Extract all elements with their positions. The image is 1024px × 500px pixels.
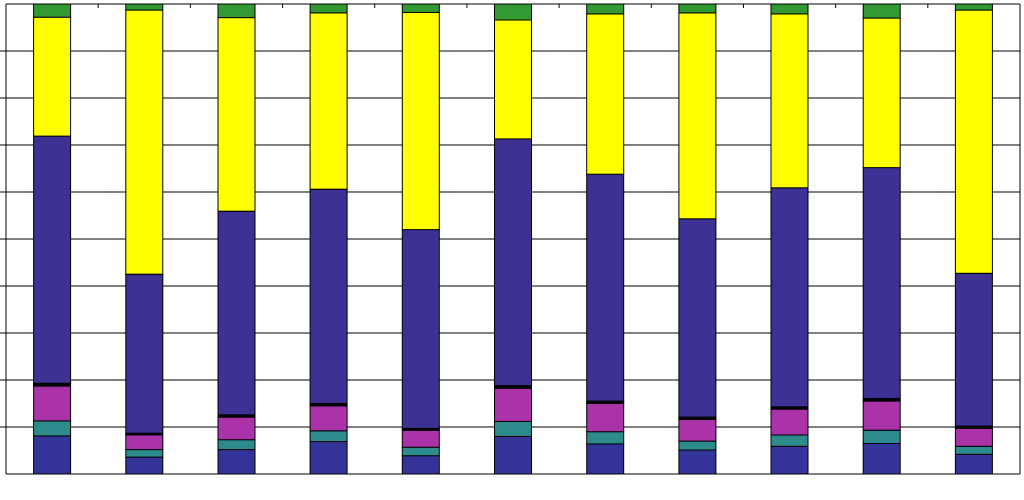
bar-segment: [770, 3, 809, 15]
bar-segment: [770, 445, 809, 475]
bar-segment: [33, 135, 72, 384]
bar-segment: [678, 218, 717, 418]
bar-segment: [954, 427, 993, 447]
bar-segment: [401, 446, 440, 457]
bar-segment: [770, 13, 809, 189]
bar-segment: [309, 12, 348, 190]
bar-segment: [309, 430, 348, 443]
bar-segment: [494, 3, 532, 21]
bar-segment: [862, 167, 901, 399]
bar-segment: [586, 13, 625, 175]
bar-segment: [217, 17, 256, 212]
bar-segment: [33, 435, 72, 475]
bar-segment: [309, 188, 348, 404]
bar-segment: [401, 12, 440, 231]
bar-segment: [33, 3, 72, 18]
bar-segment: [217, 210, 256, 416]
bar-segment: [586, 173, 625, 402]
bar-segment: [33, 420, 72, 437]
bar-segment: [33, 385, 72, 422]
bar-segment: [770, 187, 809, 408]
bar-segment: [954, 445, 993, 455]
bar-segment: [217, 439, 256, 451]
bar-segment: [586, 403, 625, 433]
bar-segment: [125, 449, 164, 458]
bar-segment: [862, 442, 901, 475]
bar-segment: [494, 435, 532, 475]
bar-segment: [494, 19, 532, 140]
bar-segment: [309, 441, 348, 475]
bar-segment: [862, 3, 901, 19]
bar-segment: [309, 405, 348, 432]
bar-segment: [125, 273, 164, 434]
bar-segment: [33, 16, 72, 137]
bar-segment: [770, 408, 809, 436]
bar-segment: [862, 17, 901, 169]
bar-segment: [125, 434, 164, 451]
bar-segment: [217, 416, 256, 441]
bar-segment: [494, 138, 532, 387]
bar-stacks: [33, 3, 993, 475]
bar-segment: [954, 3, 993, 11]
bar-segment: [586, 431, 625, 445]
bar-segment: [586, 3, 625, 15]
bar-segment: [862, 400, 901, 431]
bar-segment: [494, 388, 532, 422]
bar-segment: [401, 229, 440, 429]
bar-segment: [862, 429, 901, 444]
bar-segment: [494, 420, 532, 437]
bar-segment: [401, 429, 440, 448]
bar-segment: [125, 9, 164, 275]
bar-segment: [954, 9, 993, 274]
bar-segment: [678, 440, 717, 451]
bar-segment: [125, 456, 164, 475]
bar-segment: [678, 449, 717, 475]
bar-segment: [678, 419, 717, 442]
plot-frame: [5, 3, 1021, 475]
bar-segment: [125, 3, 164, 11]
bar-segment: [954, 272, 993, 427]
bar-segment: [678, 12, 717, 220]
bar-segment: [586, 443, 625, 475]
bar-segment: [770, 434, 809, 447]
bar-segment: [217, 3, 256, 19]
bar-segment: [401, 455, 440, 475]
bar-segment: [217, 449, 256, 475]
bar-segment: [309, 3, 348, 14]
bar-segment: [678, 3, 717, 14]
bar-segment: [401, 3, 440, 13]
bar-segment: [954, 453, 993, 475]
